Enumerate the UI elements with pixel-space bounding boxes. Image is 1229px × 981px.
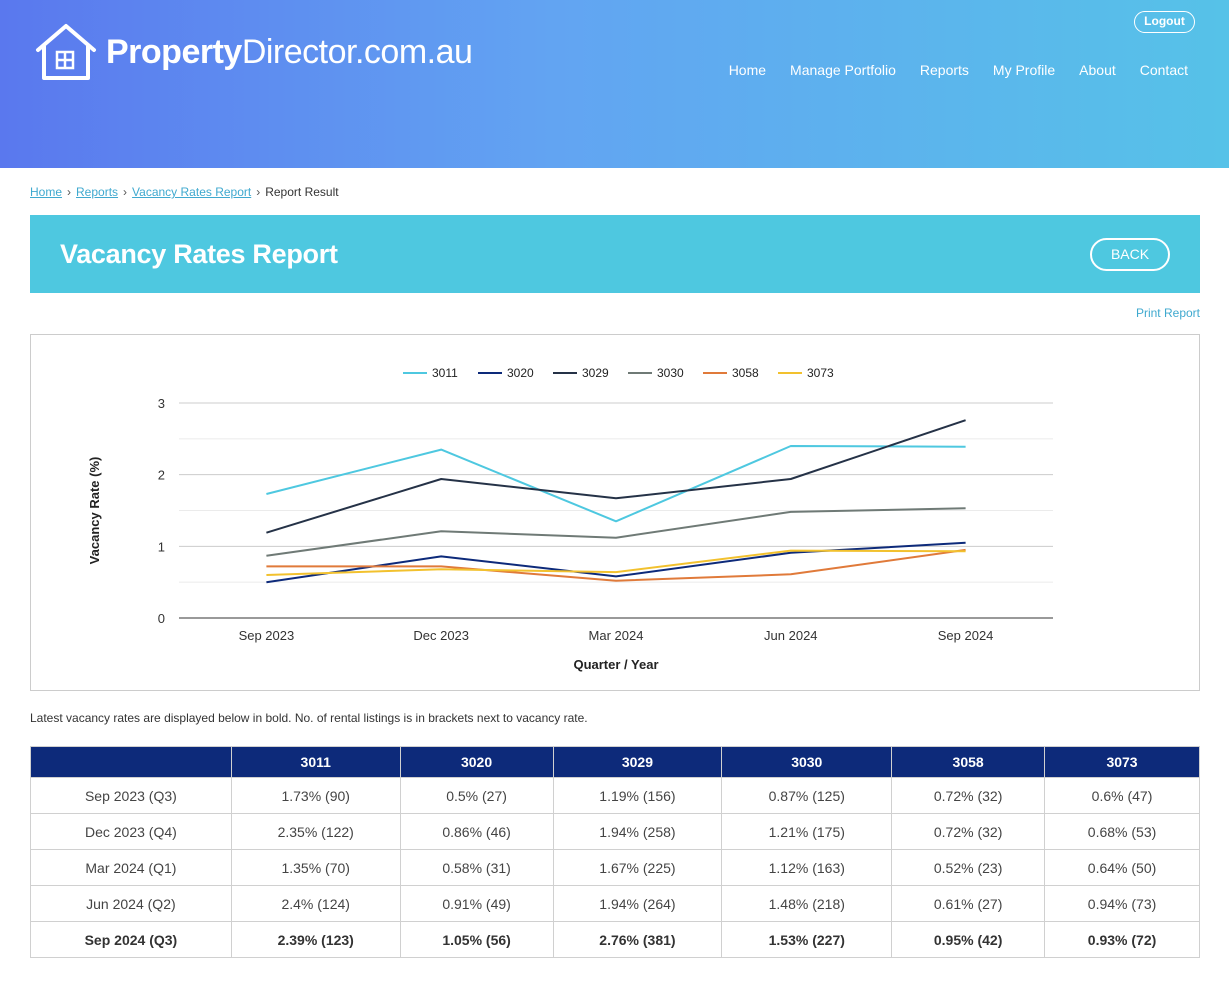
breadcrumb-reports[interactable]: Reports — [76, 185, 119, 199]
table-cell: 1.05% (56) — [399, 921, 554, 958]
nav-my-profile[interactable]: My Profile — [992, 62, 1056, 78]
table-cell: 2.39% (123) — [230, 921, 401, 958]
table-cell: 1.67% (225) — [552, 849, 723, 886]
nav-about[interactable]: About — [1079, 62, 1116, 78]
series-line-3073 — [266, 549, 966, 576]
table-cell: 1.94% (264) — [552, 885, 723, 922]
nav-contact[interactable]: Contact — [1139, 62, 1188, 78]
table-cell: 1.19% (156) — [552, 777, 723, 814]
breadcrumb-current: Report Result — [265, 185, 339, 199]
table-cell: 2.35% (122) — [230, 813, 401, 850]
back-button[interactable]: BACK — [1090, 238, 1170, 271]
table-cell: 0.95% (42) — [891, 921, 1046, 958]
table-cell: 0.72% (32) — [891, 777, 1046, 814]
table-header-cell: 3020 — [399, 746, 554, 778]
table-cell: Sep 2024 (Q3) — [30, 921, 232, 958]
nav-reports[interactable]: Reports — [919, 62, 969, 78]
table-cell: 0.52% (23) — [891, 849, 1046, 886]
table-cell: 0.6% (47) — [1044, 777, 1200, 814]
y-tick-label: 0 — [158, 611, 165, 626]
vacancy-rates-table: 3011 3020 3029 3030 3058 3073 Sep 2023 (… — [30, 746, 1200, 958]
vacancy-rate-chart: 0 1 2 3 Sep 2023 Dec 2023 Mar 2024 Jun 2024 Sep … — [30, 334, 1200, 691]
table-cell: 0.94% (73) — [1044, 885, 1200, 922]
table-cell: 2.76% (381) — [552, 921, 723, 958]
chart-canvas: 0 1 2 3 Sep 2023 Dec 2023 Mar 2024 Jun 2024 Sep … — [87, 366, 1053, 672]
series-line-3011 — [266, 445, 966, 523]
table-cell: 0.58% (31) — [399, 849, 554, 886]
table-cell: 2.4% (124) — [230, 885, 401, 922]
table-cell: 0.68% (53) — [1044, 813, 1200, 850]
site-brand-name: PropertyDirector.com.au — [106, 33, 473, 71]
nav-home[interactable]: Home — [728, 62, 767, 78]
site-header: PropertyDirector.com.au Logout Home Mana… — [0, 0, 1229, 168]
table-row: Jun 2024 (Q2) 2.4% (124) 0.91% (49) 1.94… — [30, 885, 1200, 922]
table-cell: 0.72% (32) — [891, 813, 1046, 850]
print-report-link[interactable]: Print Report — [1135, 306, 1200, 320]
legend-label-3011: 3011 — [432, 366, 458, 380]
table-cell: Dec 2023 (Q4) — [30, 813, 232, 850]
table-cell: 0.93% (72) — [1044, 921, 1200, 958]
x-axis-title: Quarter / Year — [573, 657, 658, 672]
breadcrumb: Home › Reports › Vacancy Rates Report › … — [30, 185, 339, 199]
chevron-right-icon: › — [67, 185, 72, 199]
legend-label-3073: 3073 — [807, 366, 834, 380]
x-tick-label: Jun 2024 — [764, 628, 818, 643]
x-tick-label: Sep 2023 — [239, 628, 295, 643]
series-line-3030 — [266, 507, 966, 557]
table-cell: 1.48% (218) — [721, 885, 893, 922]
breadcrumb-vacancy-rates-report[interactable]: Vacancy Rates Report — [132, 185, 252, 199]
table-header-row: 3011 3020 3029 3030 3058 3073 — [30, 746, 1200, 778]
table-row: Mar 2024 (Q1) 1.35% (70) 0.58% (31) 1.67… — [30, 849, 1200, 886]
table-cell: 0.64% (50) — [1044, 849, 1200, 886]
table-header-cell: 3029 — [552, 746, 723, 778]
table-cell: 0.5% (27) — [399, 777, 554, 814]
series-line-3058 — [266, 548, 966, 582]
house-logo-icon — [36, 24, 96, 80]
table-header-cell: 3030 — [721, 746, 893, 778]
table-cell: 0.61% (27) — [891, 885, 1046, 922]
table-cell: 0.87% (125) — [721, 777, 893, 814]
table-row-latest: Sep 2024 (Q3) 2.39% (123) 1.05% (56) 2.7… — [30, 921, 1200, 958]
y-axis-title: Vacancy Rate (%) — [87, 457, 102, 565]
legend-label-3058: 3058 — [732, 366, 759, 380]
report-title-bar: Vacancy Rates Report BACK — [30, 215, 1200, 293]
nav-manage-portfolio[interactable]: Manage Portfolio — [790, 62, 896, 78]
table-cell: Jun 2024 (Q2) — [30, 885, 232, 922]
table-note: Latest vacancy rates are displayed below… — [30, 711, 588, 725]
breadcrumb-home[interactable]: Home — [30, 185, 63, 199]
y-tick-label: 2 — [158, 468, 165, 483]
table-cell: 1.35% (70) — [230, 849, 401, 886]
main-nav: Home Manage Portfolio Reports My Profile… — [729, 62, 1188, 78]
site-logo[interactable]: PropertyDirector.com.au — [34, 22, 473, 82]
series-line-3020 — [266, 541, 966, 584]
table-cell: 0.86% (46) — [399, 813, 554, 850]
table-cell: Mar 2024 (Q1) — [30, 849, 232, 886]
y-tick-label: 3 — [158, 396, 165, 411]
table-cell: 1.53% (227) — [721, 921, 893, 958]
legend-label-3020: 3020 — [507, 366, 534, 380]
chevron-right-icon: › — [123, 185, 128, 199]
x-tick-label: Mar 2024 — [589, 628, 644, 643]
x-tick-label: Dec 2023 — [413, 628, 469, 643]
table-row: Dec 2023 (Q4) 2.35% (122) 0.86% (46) 1.9… — [30, 813, 1200, 850]
series-line-3029 — [266, 419, 966, 534]
table-header-cell — [30, 746, 232, 778]
table-cell: Sep 2023 (Q3) — [30, 777, 232, 814]
table-header-cell: 3073 — [1044, 746, 1200, 778]
table-cell: 0.91% (49) — [399, 885, 554, 922]
legend-label-3030: 3030 — [657, 366, 684, 380]
table-cell: 1.21% (175) — [721, 813, 893, 850]
table-cell: 1.94% (258) — [552, 813, 723, 850]
table-cell: 1.12% (163) — [721, 849, 893, 886]
table-cell: 1.73% (90) — [230, 777, 401, 814]
table-row: Sep 2023 (Q3) 1.73% (90) 0.5% (27) 1.19%… — [30, 777, 1200, 814]
table-header-cell: 3058 — [891, 746, 1046, 778]
x-tick-label: Sep 2024 — [938, 628, 994, 643]
table-header-cell: 3011 — [230, 746, 401, 778]
logout-button[interactable]: Logout — [1134, 11, 1195, 33]
page-title: Vacancy Rates Report — [60, 239, 338, 269]
legend-label-3029: 3029 — [582, 366, 609, 380]
y-tick-label: 1 — [158, 539, 165, 554]
chevron-right-icon: › — [256, 185, 261, 199]
